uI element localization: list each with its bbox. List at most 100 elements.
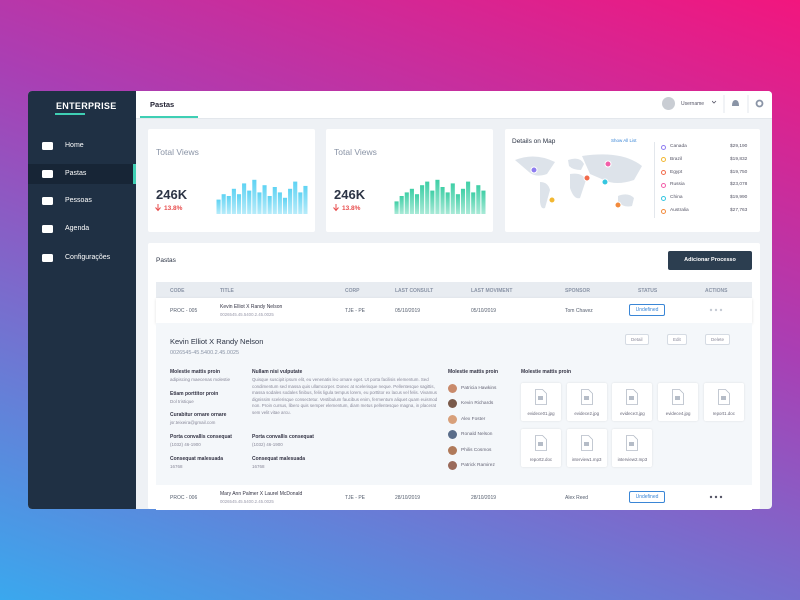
card-value: 246K [156,187,188,202]
arrow [155,204,161,212]
file-icon [580,435,593,451]
continent [568,158,584,170]
glyph [538,442,543,446]
person-avatar [448,399,457,409]
person-name: Philis Cosmos [461,447,492,453]
glyph [629,442,635,446]
cell-title: Kevin Elliot X Randy Nelson [220,304,283,310]
mini-bar [471,192,476,214]
card-title: Total Views [334,147,377,157]
cell-last-consult: 28/10/2019 [395,495,421,501]
icon-shape [42,197,53,205]
person-avatar [448,461,457,470]
file-icon [535,435,547,451]
mini-bar [303,185,308,214]
mini-bar [404,192,409,214]
dot [719,495,723,499]
field-value: 16768 [170,464,183,469]
column-header: CORP [345,288,360,294]
country-name: China [670,195,683,201]
cell-number: 0026545.45.5400.2.45.0025 [220,312,274,317]
icon-shape [42,225,53,233]
detail-action[interactable]: Detail [625,334,649,345]
country-name: Russia [670,182,685,188]
menu-item[interactable]: Agenda [65,225,90,232]
person-avatar [448,384,457,393]
menu-item[interactable]: Pastas [65,170,87,177]
mini-bar [445,192,450,214]
dot [714,495,718,499]
mini-bar [425,181,430,214]
dot [714,308,718,312]
add-button[interactable]: Adicionar Processo [668,251,752,270]
glyph [583,442,589,446]
detail-action[interactable]: Delete [705,334,731,345]
file-icon [580,389,593,405]
continent [570,173,586,199]
status-button[interactable]: Undefined [629,304,665,316]
column-header: CODE [170,288,185,294]
stat-card [148,129,315,232]
field-label: Curabitur ornare ornare [170,412,227,418]
country-amount: $29,190 [730,144,748,149]
menu-item[interactable]: Configurações [65,254,111,261]
glyph [720,396,726,400]
continent [618,194,634,207]
tab[interactable]: Pastas [150,100,175,109]
topbar-icons [712,95,764,113]
cell-number: 0026545.45.5400.2.45.0025 [220,499,274,504]
mini-bar-chart [394,179,486,214]
people-label: Molestie mattis proin [448,369,499,375]
country-dot [661,144,666,150]
map-title: Details on Map [512,138,556,145]
actions-menu [709,495,723,499]
continent [582,154,642,183]
column-header: TITLE [220,288,234,294]
menu-icon [42,170,53,178]
mini-bar [450,183,455,214]
status-button[interactable]: Undefined [629,491,665,503]
person-name: Alex Foster [461,416,486,422]
sidebar [28,91,136,509]
map-marker [614,201,622,209]
dot [719,308,723,312]
column-header: STATUS [638,288,658,294]
mini-bar [216,199,221,214]
column-header: LAST MOVIMENT [471,288,513,294]
username[interactable]: Username [681,101,705,107]
glyph [675,396,681,400]
cell-corp: TJE - PE [345,495,366,501]
file-icon [626,435,639,451]
field-label: Porta convallis consequat [170,434,232,440]
country-amount: $19,750 [730,169,748,175]
detail-action[interactable]: Edit [667,334,687,345]
arrow [333,204,339,212]
field-label: Consequat malesuada [252,456,306,462]
card-value: 246K [334,187,366,202]
cell-last-moviment: 05/10/2019 [471,308,497,314]
mini-bar [277,192,282,214]
map-link[interactable]: Show All List [611,138,637,143]
note-text: Quisque suscipit ipsum elit, eu venenati… [252,377,438,415]
map-marker [583,174,591,182]
glyph [583,396,589,400]
bell-icon [732,100,739,106]
mini-bar [394,201,399,214]
mini-bar [242,183,247,214]
country-name: Canada [670,144,687,149]
icon-shape [42,170,53,178]
detail-title: Kevin Elliot X Randy Nelson [170,337,264,346]
mini-bar [267,196,272,214]
menu-item[interactable]: Home [65,142,84,149]
field-value: 16768 [252,464,265,469]
chevron [712,100,717,104]
mini-bar [252,179,257,214]
country-amount: $19,990 [730,195,748,201]
menu-item[interactable]: Pessoas [65,197,92,204]
cell-title: Mary Ann Palmer X Laurel McDonald [220,491,303,497]
file-icon [672,389,684,405]
mini-bar [282,197,288,214]
cell-code: PROC - 005 [170,308,198,314]
world-map [515,154,642,209]
mini-bar [420,185,425,214]
